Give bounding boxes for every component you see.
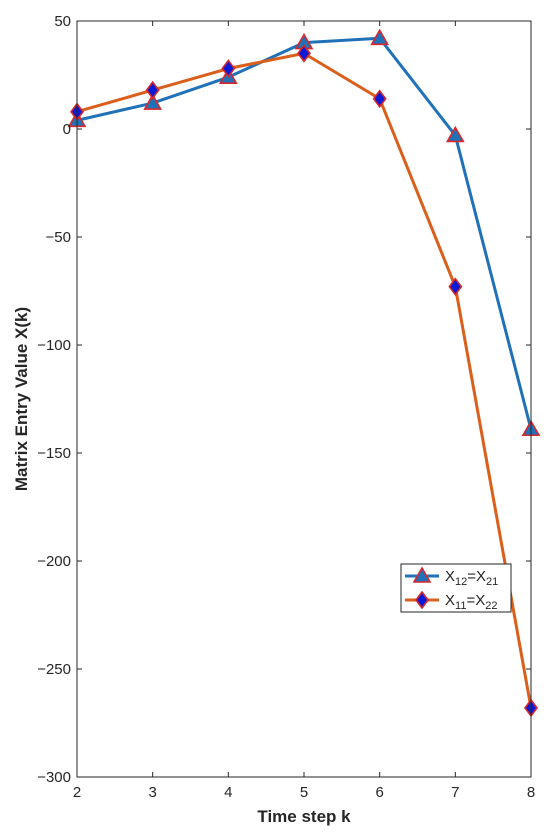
- data-point-series-1: [445, 125, 465, 143]
- data-point-series-1: [143, 93, 163, 110]
- x-tick-label: 3: [148, 784, 156, 801]
- data-point-series-2: [145, 80, 160, 100]
- x-tick-label: 5: [300, 784, 308, 801]
- plot-frame: [76, 20, 532, 778]
- data-point-series-2: [448, 277, 463, 297]
- y-tick-label: −300: [37, 769, 71, 786]
- y-tick-label: −50: [46, 229, 71, 246]
- legend: X12=X21 X11=X22: [400, 563, 512, 613]
- series-markers: [67, 28, 541, 718]
- axis-ticks: 2 3 4 5 6 7 8 50 0 −50 −100 −150 −200 −250 −300: [37, 13, 535, 801]
- y-tick-label: −200: [37, 553, 71, 570]
- y-tick-label: 50: [54, 13, 71, 30]
- x-tick-label: 6: [375, 784, 383, 801]
- y-tick-label: −250: [37, 661, 71, 678]
- x-tick-label: 7: [451, 784, 459, 801]
- data-point-series-2: [372, 89, 387, 109]
- x-tick-label: 8: [527, 784, 535, 801]
- legend-entry-2: X11=X22: [445, 592, 497, 612]
- x-tick-label: 4: [224, 784, 232, 801]
- data-point-series-1: [370, 28, 390, 46]
- y-axis-label: Matrix Entry Value X(k): [12, 307, 31, 491]
- series-line-1: [76, 36, 533, 430]
- x-axis-label: Time step k: [257, 807, 351, 826]
- data-point-series-2: [297, 44, 311, 63]
- legend-marker: [412, 566, 432, 583]
- y-tick-label: 0: [63, 121, 71, 138]
- y-tick-label: −100: [37, 337, 71, 354]
- legend-entry-1: X12=X21: [445, 568, 498, 588]
- y-tick-label: −150: [37, 445, 71, 462]
- x-tick-label: 2: [73, 784, 81, 801]
- legend-marker: [415, 590, 429, 610]
- data-point-series-2: [221, 59, 236, 78]
